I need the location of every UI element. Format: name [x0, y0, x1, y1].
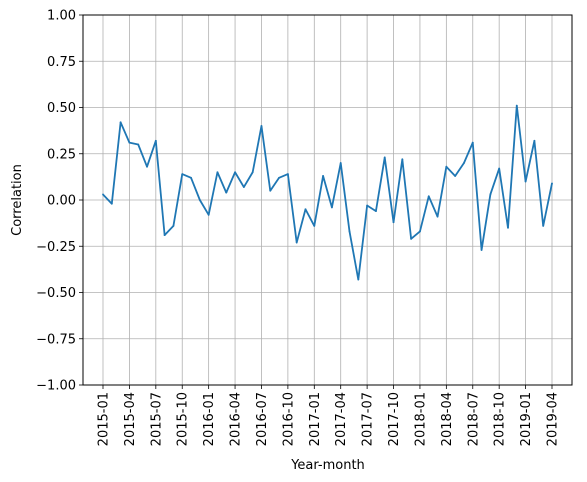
- data-point: [489, 193, 492, 196]
- data-point: [286, 173, 289, 176]
- y-tick-label: −0.25: [36, 240, 76, 255]
- data-point: [146, 165, 148, 168]
- data-point: [542, 225, 545, 227]
- data-point: [515, 104, 518, 107]
- data-point: [269, 189, 272, 192]
- data-point: [102, 193, 104, 196]
- data-point: [348, 230, 351, 233]
- x-tick-label: 2018-04: [440, 392, 455, 446]
- data-point: [251, 171, 254, 174]
- x-tick-label: 2016-04: [229, 392, 244, 446]
- data-point: [137, 143, 140, 146]
- x-tick-label: 2018-07: [466, 392, 481, 446]
- data-point: [242, 186, 245, 188]
- data-point: [357, 278, 360, 281]
- data-point: [207, 213, 210, 216]
- data-point: [331, 206, 333, 209]
- data-point: [480, 249, 483, 251]
- data-point: [454, 175, 457, 177]
- data-point: [445, 165, 448, 168]
- x-tick-label: 2017-07: [361, 392, 376, 446]
- data-point: [295, 241, 298, 244]
- data-point: [260, 125, 263, 127]
- data-point: [419, 230, 421, 233]
- data-point: [225, 191, 228, 194]
- data-point: [471, 141, 474, 144]
- x-tick-label: 2015-10: [176, 392, 191, 446]
- data-point: [533, 139, 536, 142]
- x-tick-label: 2019-01: [519, 392, 534, 446]
- data-point: [278, 176, 280, 179]
- y-tick-label: 0.25: [47, 147, 76, 162]
- data-point: [234, 171, 236, 174]
- data-point: [436, 215, 439, 218]
- x-tick-label: 2015-01: [97, 392, 112, 446]
- data-point: [507, 226, 509, 229]
- data-point: [181, 173, 184, 176]
- data-point: [410, 237, 413, 240]
- x-tick-label: 2015-07: [149, 392, 164, 446]
- data-point: [110, 202, 113, 205]
- data-point: [172, 225, 175, 227]
- y-axis: −1.00 −0.75 −0.50 −0.25 0.00 0.25 0.50 0.75 1.00: [36, 9, 83, 394]
- data-point: [313, 225, 316, 227]
- data-point: [128, 141, 131, 144]
- y-tick-label: 0.50: [47, 101, 76, 116]
- data-point: [498, 167, 501, 170]
- data-point: [339, 162, 342, 164]
- data-point: [401, 158, 404, 161]
- data-point: [375, 210, 377, 213]
- data-point: [198, 199, 201, 201]
- x-tick-label: 2019-04: [546, 392, 561, 446]
- data-point: [304, 208, 307, 211]
- x-tick-label: 2017-04: [334, 392, 349, 446]
- data-point: [524, 180, 527, 183]
- data-point: [366, 204, 369, 207]
- x-tick-label: 2016-10: [281, 392, 296, 446]
- data-point: [190, 176, 192, 179]
- x-tick-label: 2017-10: [387, 392, 402, 446]
- data-point: [551, 182, 553, 185]
- data-point: [463, 162, 465, 164]
- x-tick-label: 2016-07: [255, 392, 270, 446]
- y-tick-label: −0.50: [36, 286, 76, 301]
- y-tick-label: −1.00: [36, 379, 76, 394]
- data-point: [383, 156, 386, 159]
- series-layer: [102, 104, 553, 281]
- y-tick-label: 1.00: [47, 9, 76, 24]
- y-tick-label: 0.75: [47, 55, 76, 70]
- x-axis: 2015-01 2015-04 2015-07 2015-10 2016-01 2016-…: [97, 385, 561, 446]
- x-tick-label: 2016-01: [202, 392, 217, 446]
- x-tick-label: 2017-01: [308, 392, 323, 446]
- y-tick-label: 0.00: [47, 194, 76, 209]
- x-tick-label: 2018-01: [413, 392, 428, 446]
- x-axis-label: Year-month: [290, 458, 365, 473]
- series-line: [102, 104, 553, 281]
- data-point: [392, 221, 395, 224]
- data-point: [119, 121, 122, 124]
- data-point: [216, 171, 219, 174]
- data-point: [163, 234, 166, 237]
- y-axis-label: Correlation: [10, 164, 25, 236]
- x-tick-label: 2018-10: [493, 392, 508, 446]
- data-point: [427, 195, 430, 198]
- x-tick-label: 2015-04: [123, 392, 138, 446]
- data-point: [322, 175, 324, 177]
- data-point: [154, 139, 157, 142]
- y-tick-label: −0.75: [36, 332, 76, 347]
